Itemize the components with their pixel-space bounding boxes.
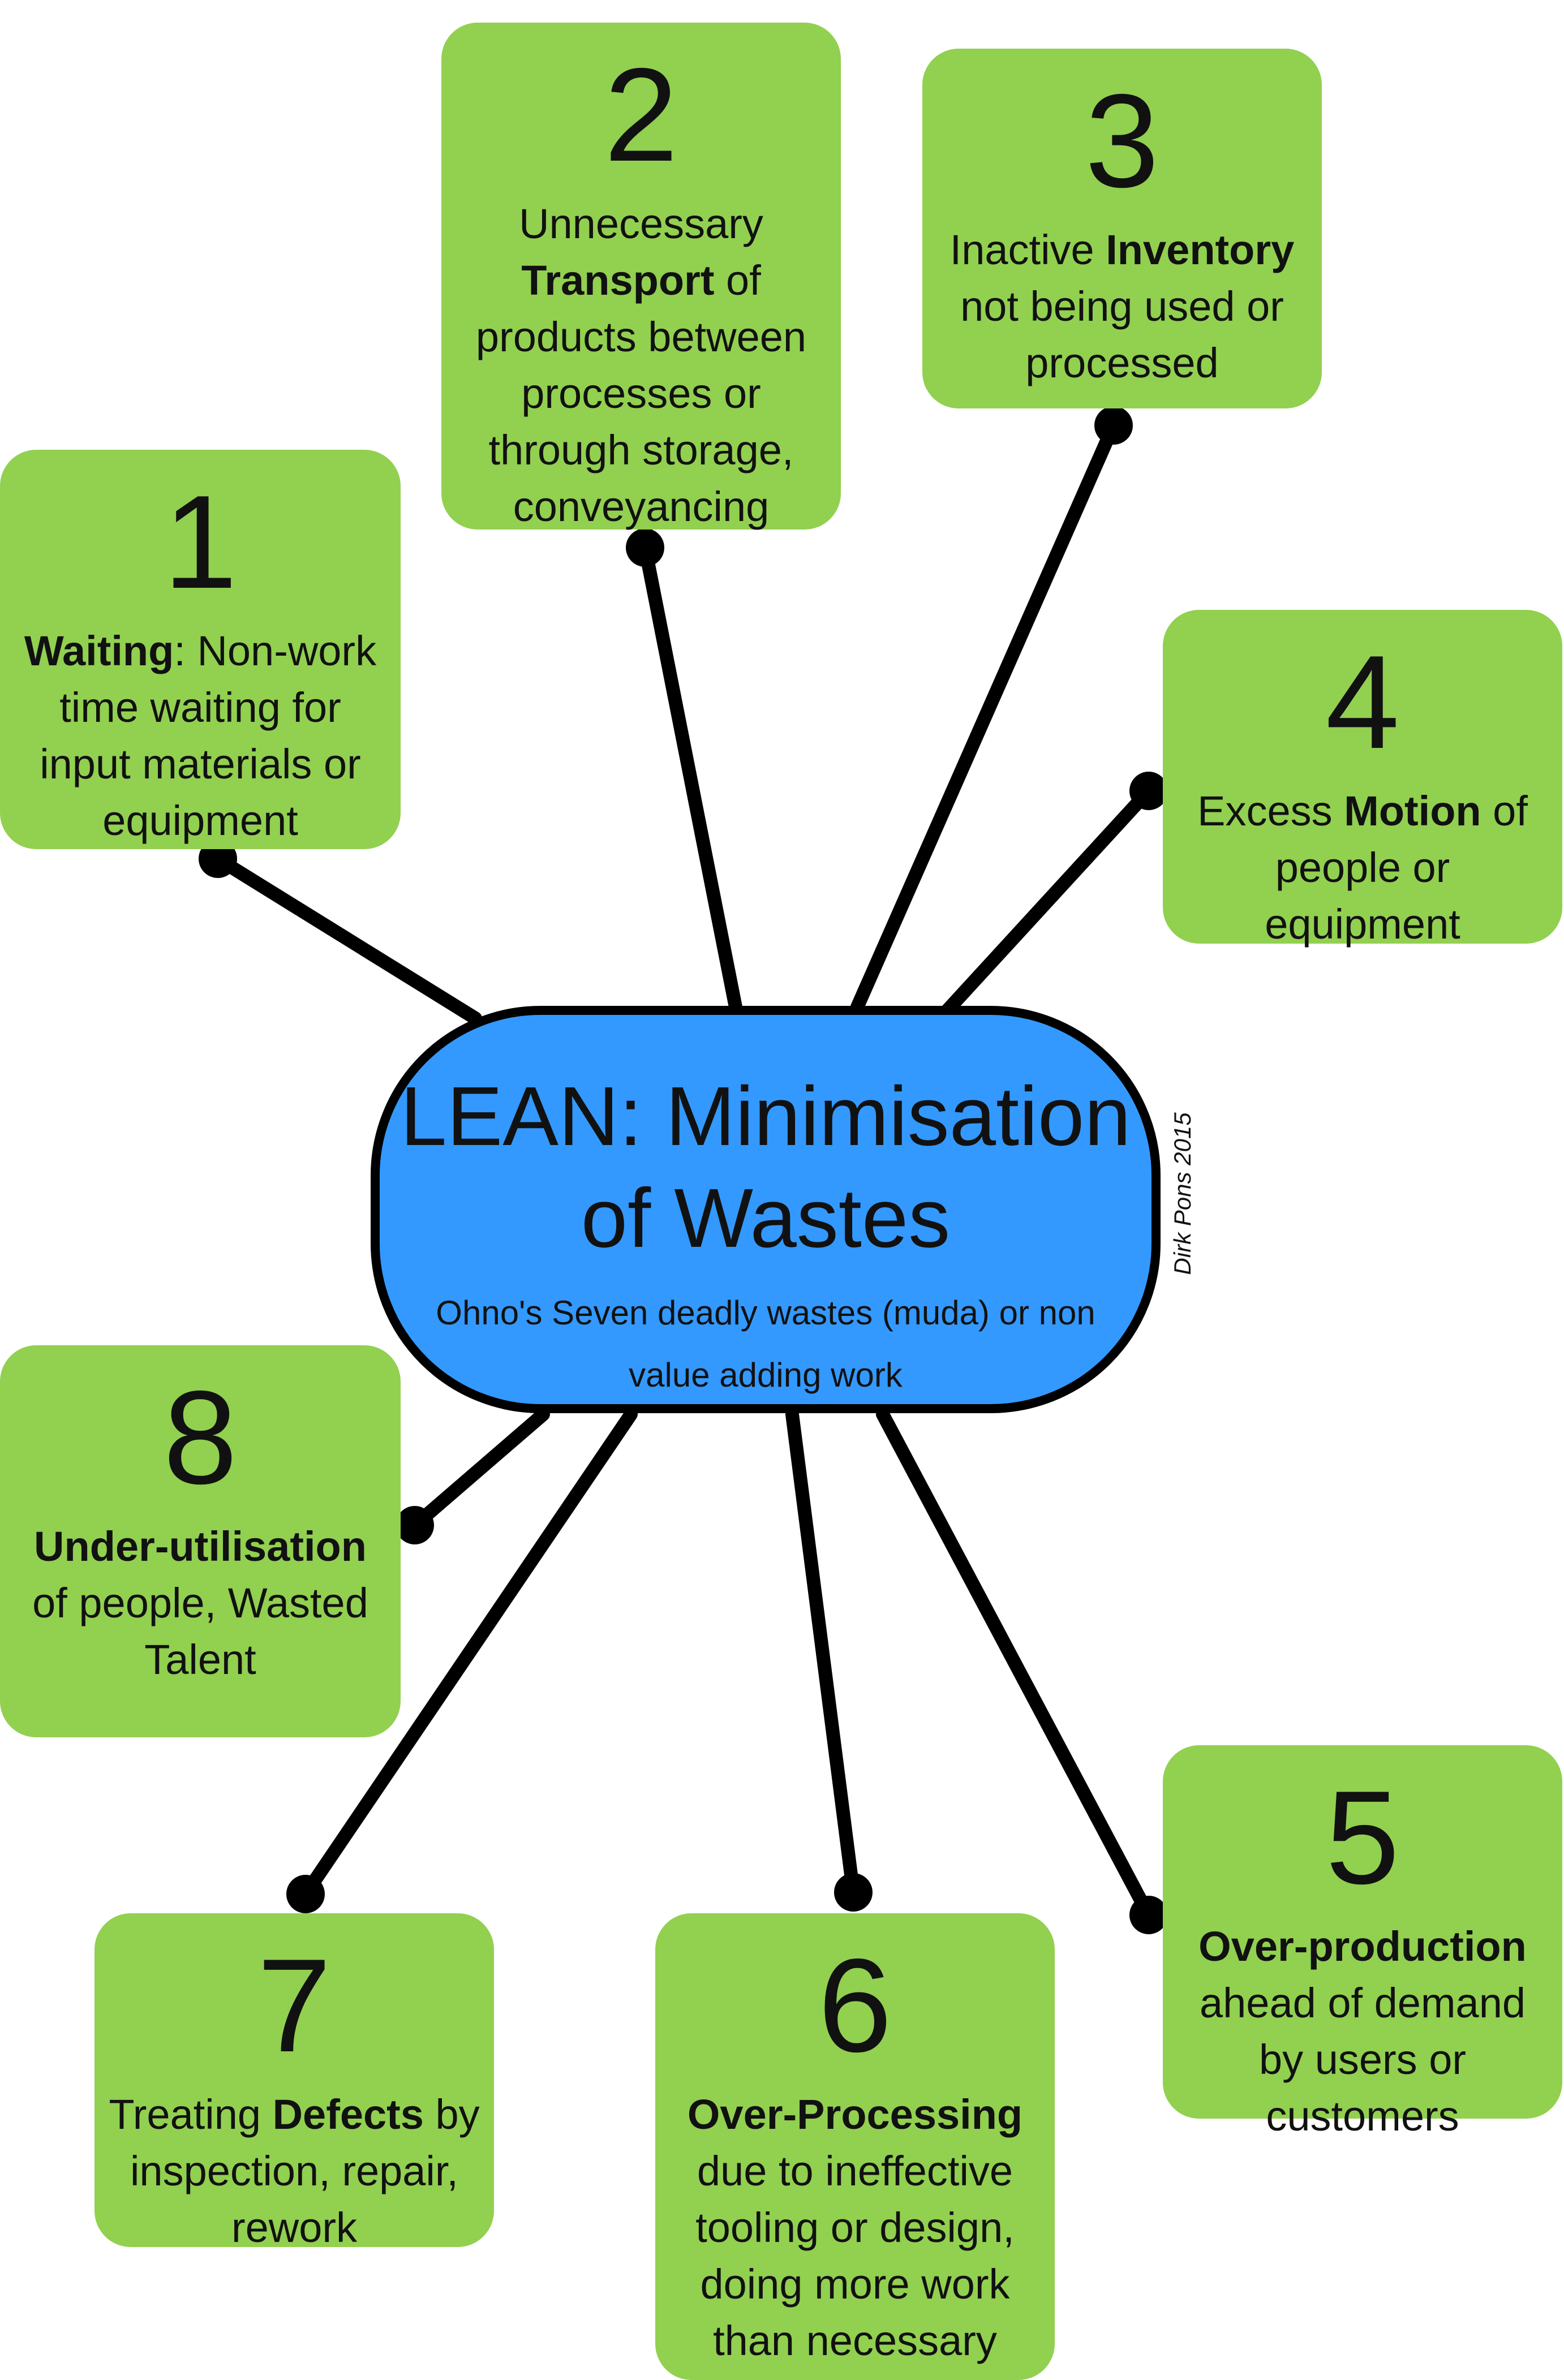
connector-dot-1 [199, 840, 237, 878]
waste-box-4: 4 Excess Motion of people or equipment [1163, 610, 1562, 948]
waste-number: 3 [1085, 66, 1159, 215]
waste-keyword: Transport [521, 257, 715, 304]
connector-6 [785, 1408, 860, 1899]
waste-box-2: 2 Unnecessary Transport of products betw… [441, 23, 841, 530]
connector-dot-3 [1094, 406, 1133, 445]
connector-8 [408, 1408, 550, 1532]
waste-description: Over-production ahead of demand by users… [1198, 1923, 1527, 2140]
connector-dot-7 [286, 1875, 325, 1913]
waste-number: 6 [818, 1931, 892, 2080]
connector-dot-4 [1129, 772, 1168, 810]
waste-description: Over-Processing due to ineffective tooli… [687, 2091, 1023, 2364]
connector-7 [299, 1408, 638, 1901]
waste-box-3: 3 Inactive Inventory not being used or p… [922, 49, 1322, 408]
waste-box-5: 5 Over-production ahead of demand by use… [1163, 1745, 1562, 2140]
waste-number: 2 [604, 40, 678, 189]
waste-keyword: Over-Processing [687, 2091, 1023, 2138]
waste-description: Inactive Inventory not being used or pro… [949, 226, 1295, 386]
central-title-line-2: of Wastes [581, 1172, 951, 1265]
connector-dot-5 [1129, 1896, 1168, 1934]
waste-number: 1 [163, 467, 238, 616]
waste-keyword: Under-utilisation [34, 1523, 367, 1570]
waste-keyword: Over-production [1198, 1923, 1527, 1970]
connector-2 [638, 541, 742, 1014]
waste-keyword: Waiting [24, 627, 174, 674]
connector-dot-2 [626, 528, 664, 567]
waste-number: 8 [163, 1363, 238, 1512]
waste-box-1: 1 Waiting: Non-work time waiting for inp… [0, 450, 401, 849]
central-title-line-1: LEAN: Minimisation [400, 1070, 1131, 1163]
waste-description: Excess Motion of people or equipment [1197, 787, 1528, 948]
central-subtitle: Ohno's Seven deadly wastes (muda) or non… [436, 1294, 1095, 1394]
connector-dot-6 [834, 1873, 873, 1912]
connector-1 [211, 852, 482, 1025]
connector-3 [850, 419, 1120, 1014]
connector-dot-8 [396, 1506, 434, 1544]
author-credit: Dirk Pons 2015 [1169, 1112, 1196, 1275]
waste-description: Under-utilisation of people, Wasted Tale… [32, 1523, 368, 1683]
waste-keyword: Inventory [1106, 226, 1295, 273]
connector-5 [876, 1408, 1155, 1922]
waste-keyword: Motion [1344, 787, 1481, 834]
connector-4 [941, 784, 1155, 1017]
waste-keyword: Defects [272, 2091, 424, 2138]
waste-number: 4 [1325, 627, 1400, 776]
waste-box-7: 7 Treating Defects by inspection, repair… [94, 1913, 494, 2251]
waste-description: Treating Defects by inspection, repair, … [109, 2091, 480, 2251]
waste-box-8: 8 Under-utilisation of people, Wasted Ta… [0, 1345, 401, 1737]
waste-description: Waiting: Non-work time waiting for input… [24, 627, 377, 844]
waste-box-6: 6 Over-Processing due to ineffective too… [655, 1913, 1055, 2380]
waste-description: Unnecessary Transport of products betwee… [475, 200, 807, 530]
central-topic: LEAN: Minimisation of Wastes Ohno's Seve… [371, 1006, 1161, 1413]
waste-number: 7 [257, 1931, 332, 2080]
waste-number: 5 [1325, 1763, 1400, 1912]
